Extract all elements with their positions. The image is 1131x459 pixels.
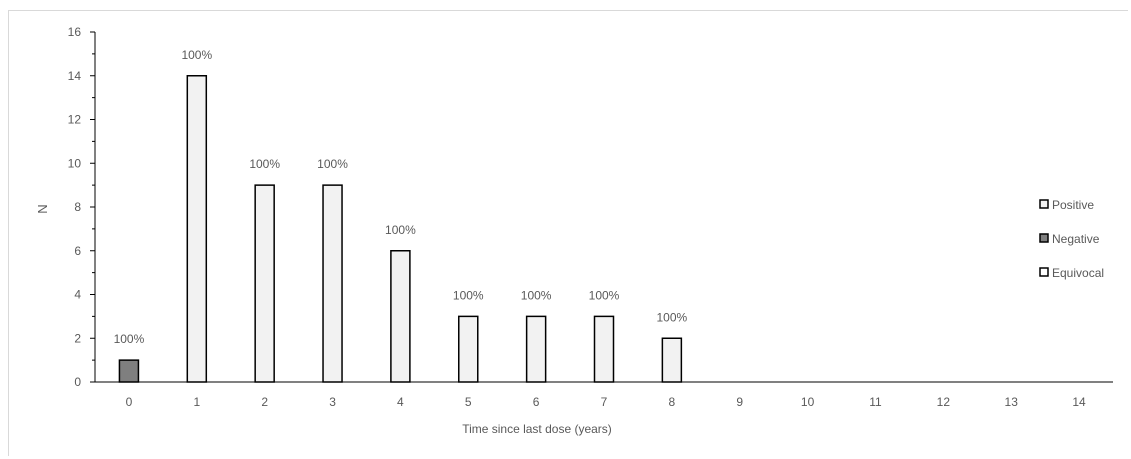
data-label: 100% <box>657 310 688 324</box>
bar-positive <box>525 315 547 383</box>
data-label: 100% <box>114 332 145 346</box>
y-tick-label: 14 <box>68 69 82 83</box>
x-tick-label: 3 <box>329 395 336 409</box>
legend-swatch-positive <box>1039 199 1049 209</box>
y-tick-label: 6 <box>74 244 81 258</box>
data-labels: 100% 100% 100% 100% 100% 100% 100% 100% 100% <box>114 48 688 346</box>
x-tick-label: 11 <box>869 395 882 409</box>
legend-label: Negative <box>1052 232 1100 246</box>
bar-positive <box>390 250 411 383</box>
y-tick-label: 12 <box>68 113 82 127</box>
y-tick-label: 16 <box>68 25 82 39</box>
data-label: 100% <box>181 48 212 62</box>
bars <box>118 75 683 383</box>
bar-positive <box>458 315 479 383</box>
legend: Positive Negative Equivocal <box>1039 198 1104 280</box>
y-tick-label: 0 <box>74 375 81 389</box>
x-tick-label: 4 <box>397 395 404 409</box>
data-label: 100% <box>453 288 484 302</box>
bar-positive <box>254 184 275 383</box>
y-tick-label: 2 <box>74 331 81 345</box>
chart-frame <box>8 10 1128 456</box>
bar-positive <box>186 75 208 383</box>
x-tick-label: 7 <box>601 395 608 409</box>
legend-label: Positive <box>1052 198 1094 212</box>
bar-positive <box>322 184 343 383</box>
y-tick-label: 4 <box>74 288 81 302</box>
x-tick-label: 6 <box>533 395 540 409</box>
x-tick-label: 8 <box>669 395 676 409</box>
data-label: 100% <box>317 157 348 171</box>
bar-negative <box>118 359 140 383</box>
bar-positive <box>661 337 683 383</box>
x-tick-label: 13 <box>1005 395 1019 409</box>
y-tick-label: 10 <box>68 156 82 170</box>
data-label: 100% <box>589 288 620 302</box>
x-axis: 0 1 2 3 4 5 6 7 8 9 10 11 12 13 14 <box>95 381 1113 409</box>
legend-swatch-negative <box>1039 233 1049 243</box>
legend-label: Equivocal <box>1052 266 1104 280</box>
x-tick-label: 12 <box>937 395 951 409</box>
bar-positive <box>593 315 615 383</box>
x-tick-label: 2 <box>261 395 268 409</box>
data-label: 100% <box>521 288 552 302</box>
x-tick-label: 9 <box>736 395 743 409</box>
x-tick-label: 1 <box>193 395 200 409</box>
y-tick-label: 8 <box>74 200 81 214</box>
x-tick-label: 14 <box>1072 395 1086 409</box>
legend-swatch-equivocal <box>1039 267 1049 277</box>
y-axis: 0 2 4 6 8 10 12 14 16 <box>68 25 96 389</box>
y-axis-title: N <box>35 204 50 213</box>
x-tick-label: 10 <box>801 395 815 409</box>
x-axis-title: Time since last dose (years) <box>462 422 612 436</box>
data-label: 100% <box>385 223 416 237</box>
x-tick-label: 0 <box>126 395 133 409</box>
data-label: 100% <box>249 157 280 171</box>
x-tick-label: 5 <box>465 395 472 409</box>
